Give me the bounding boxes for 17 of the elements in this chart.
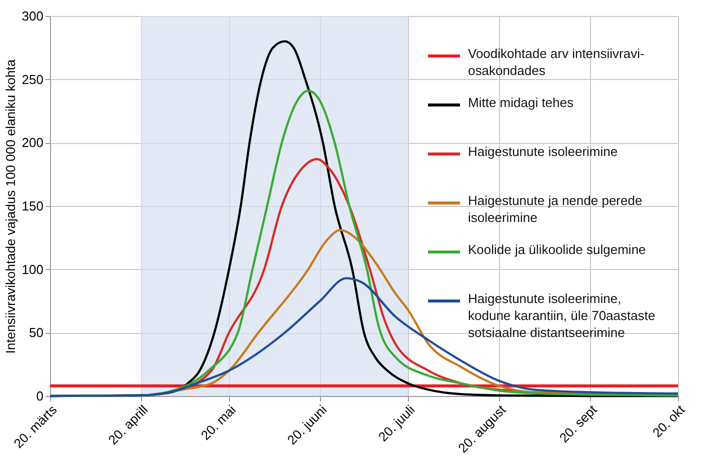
y-tick-label: 150 [22, 198, 44, 214]
x-tick-label: 20. okt [649, 402, 688, 440]
y-tick-label: 50 [29, 325, 44, 340]
x-tick-label: 20. mai [198, 402, 239, 443]
y-tick-label: 300 [22, 8, 44, 24]
y-tick-label: 100 [22, 262, 44, 277]
legend-label: Koolide ja ülikoolide sulgemine [468, 242, 646, 257]
y-tick-label: 200 [22, 135, 44, 150]
legend-label: Mitte midagi tehes [468, 95, 574, 110]
x-tick-label: 20. sept [556, 402, 600, 446]
legend-label: Haigestunute isoleerimine [468, 144, 618, 159]
legend-label: Haigestunute ja nende perede isoleerimine [468, 193, 642, 225]
y-tick-label: 250 [22, 72, 44, 87]
legend-label: Voodikohtade arv intensiivravi-osakondades [468, 46, 644, 78]
legend-label: Haigestunute isoleerimine, kodune karantiin, üle 70aastaste sotsiaalne distantseerimine [468, 291, 656, 340]
y-axis-title: Intensiivravikohtade vajadus 100 000 elaniku kohta [2, 58, 18, 354]
y-tick-label: 0 [36, 388, 44, 404]
